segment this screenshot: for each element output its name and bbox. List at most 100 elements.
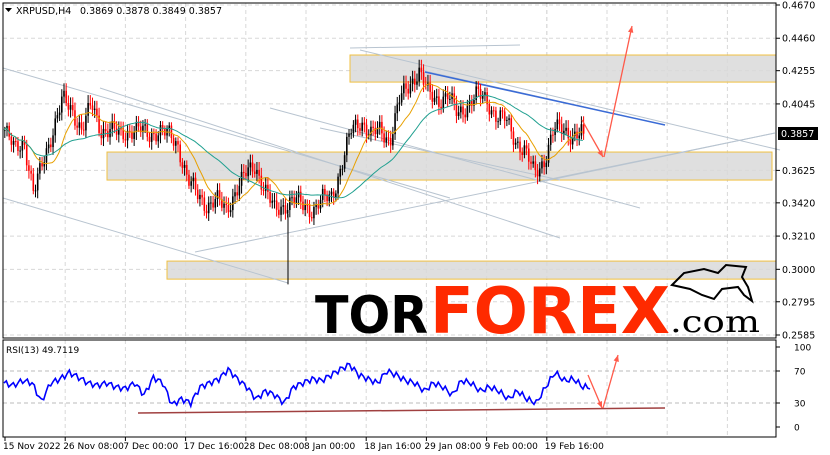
candle-body: [58, 112, 61, 116]
header: XRPUSD,H4 0.3869 0.3878 0.3849 0.3857 RS…: [5, 6, 222, 356]
candle-body: [552, 134, 554, 136]
y-tick-label: 0.3420: [782, 198, 815, 209]
candle-body: [473, 100, 475, 106]
candle-body: [253, 171, 256, 174]
rsi-tick-label: 0: [794, 424, 800, 434]
candle-body: [468, 100, 471, 106]
candle-body: [280, 206, 282, 215]
candle-body: [341, 168, 344, 170]
candle-body: [168, 125, 171, 129]
rsi-up-arrow-head: [613, 355, 619, 362]
candle-body: [12, 141, 15, 145]
candle-body: [247, 167, 249, 177]
candle-body: [571, 135, 574, 145]
candle-body: [104, 128, 107, 132]
candle-body: [87, 102, 89, 116]
candle-body: [403, 83, 405, 94]
candle-body: [159, 125, 162, 136]
current-price-label: 0.3857: [781, 129, 814, 140]
candle-body: [514, 142, 517, 145]
candle-body: [563, 130, 565, 135]
candle-body: [218, 190, 221, 200]
candle-body: [407, 88, 410, 94]
channel-line: [359, 49, 781, 151]
candle-body: [512, 131, 515, 145]
candle-body: [387, 137, 390, 139]
candle-body: [310, 216, 313, 219]
candle-body: [332, 191, 335, 198]
candle-body: [50, 144, 52, 148]
candle-body: [190, 181, 192, 186]
candle-body: [479, 88, 482, 99]
candle-body: [131, 131, 133, 139]
x-tick-label: 28 Dec 08:00: [244, 442, 305, 452]
y-tick-label: 0.4460: [782, 34, 815, 45]
candle-body: [343, 155, 346, 169]
rsi-title: RSI(13) 49.7119: [6, 346, 79, 356]
down-arrow-head: [597, 150, 603, 157]
candle-body: [122, 128, 124, 140]
candle-body: [264, 184, 267, 191]
candle-body: [115, 128, 118, 135]
channel-line: [2, 197, 289, 284]
candle-body: [286, 210, 289, 214]
candle-body: [19, 150, 21, 152]
candle-body: [25, 144, 28, 166]
candle-body: [175, 141, 177, 146]
candle-body: [308, 205, 311, 217]
axes: 0.4670 0.4460 0.4255 0.4045 0.3625 0.3420 0.32…: [2, 1, 815, 452]
candle-body: [293, 197, 296, 203]
candle-body: [337, 176, 339, 194]
candle-body: [569, 138, 572, 145]
candle-body: [418, 67, 420, 82]
candle-body: [545, 162, 548, 167]
candle-body: [462, 106, 464, 115]
candle-body: [499, 110, 502, 122]
candle-body: [240, 171, 243, 186]
candle-body: [538, 168, 541, 177]
candle-body: [238, 185, 241, 196]
channel-line: [349, 44, 521, 49]
candle-body: [576, 131, 578, 139]
candle-body: [135, 121, 138, 133]
candle-body: [267, 184, 269, 192]
candle-body: [146, 124, 149, 137]
candle-body: [54, 118, 57, 136]
candle-body: [541, 161, 543, 169]
candle-body: [164, 129, 166, 136]
candle-body: [6, 125, 8, 131]
candle-body: [302, 201, 304, 211]
ma-fast-line: [3, 83, 583, 206]
candle-body: [39, 163, 41, 174]
candle-body: [517, 141, 519, 143]
candle-body: [78, 122, 81, 128]
candle-body: [567, 127, 570, 139]
candle-body: [558, 119, 561, 125]
candle-body: [262, 189, 265, 191]
candle-body: [4, 130, 6, 132]
candle-body: [497, 121, 499, 123]
candle-body: [464, 114, 467, 118]
candle-body: [582, 124, 585, 134]
candle-body: [435, 96, 438, 98]
candle-body: [330, 191, 333, 195]
candle-body: [155, 133, 157, 142]
candle-body: [304, 205, 306, 211]
candle-body: [354, 119, 357, 125]
candle-body: [339, 168, 342, 177]
candle-body: [289, 197, 291, 211]
candle-body: [313, 206, 315, 219]
candle-body: [444, 93, 447, 97]
candle-body: [21, 140, 24, 151]
candle-body: [506, 120, 508, 122]
candle-body: [278, 209, 280, 215]
candle-body: [383, 133, 385, 143]
candle-body: [532, 161, 534, 164]
candle-body: [477, 86, 480, 89]
candle-body: [365, 124, 368, 136]
candle-body: [150, 133, 153, 142]
candle-body: [142, 125, 144, 133]
candle-body: [229, 210, 232, 213]
up-arrow-head: [627, 26, 634, 33]
x-tick-label: 17 Dec 16:00: [184, 442, 245, 452]
